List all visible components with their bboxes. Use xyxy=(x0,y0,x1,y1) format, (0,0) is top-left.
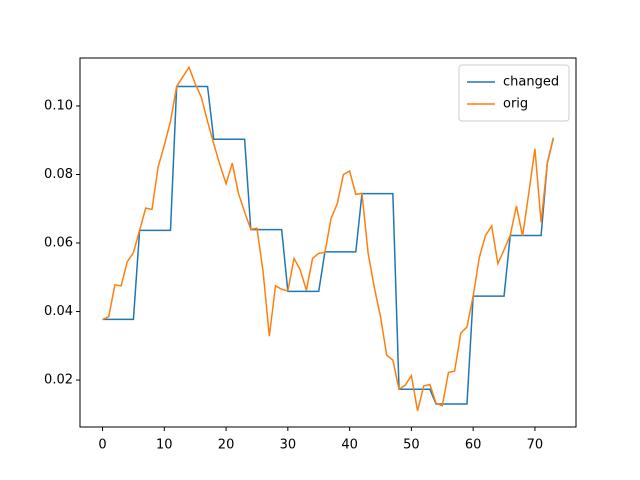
x-tick-label: 60 xyxy=(465,438,482,453)
x-tick-label: 70 xyxy=(527,438,544,453)
series-line xyxy=(102,85,555,405)
y-tick-label: 0.02 xyxy=(44,373,73,388)
x-tick-label: 30 xyxy=(280,438,297,453)
legend-label: orig xyxy=(503,97,528,112)
x-tick-label: 0 xyxy=(98,438,106,453)
y-tick-label: 0.06 xyxy=(44,236,73,251)
legend: changed orig xyxy=(458,64,570,122)
series-line xyxy=(102,65,555,412)
x-tick-label: 10 xyxy=(156,438,173,453)
legend-label: changed xyxy=(503,75,559,90)
y-tick-label: 0.08 xyxy=(44,167,73,182)
x-tick-label: 20 xyxy=(218,438,235,453)
y-tick-label: 0.04 xyxy=(44,304,73,319)
legend-box xyxy=(458,64,570,122)
x-tick-label: 40 xyxy=(341,438,358,453)
y-tick-label: 0.10 xyxy=(44,98,73,113)
x-tick-label: 50 xyxy=(403,438,420,453)
plot-frame xyxy=(79,57,577,428)
